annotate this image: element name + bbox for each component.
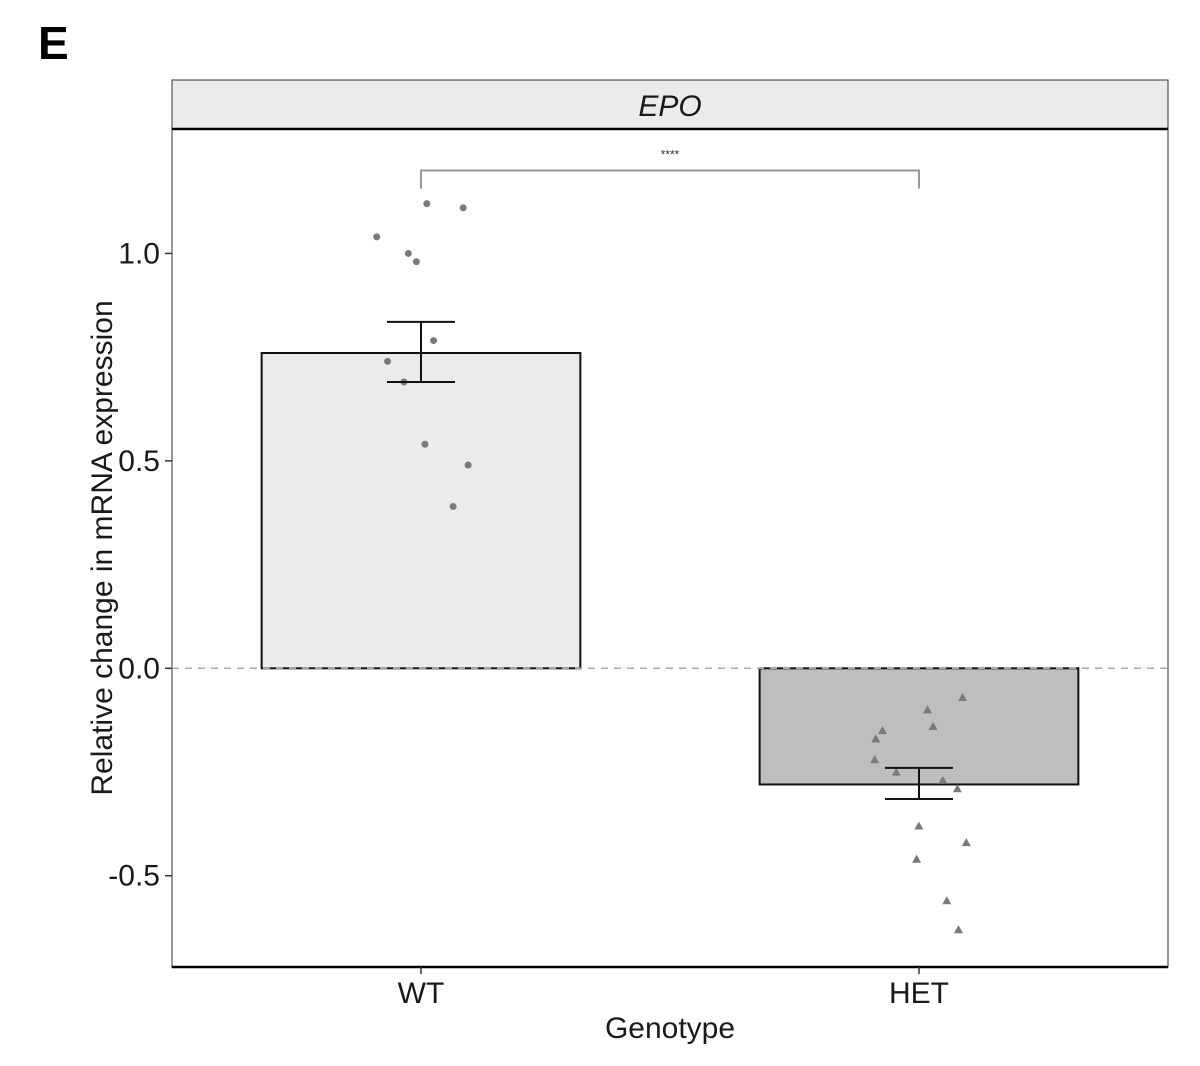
y-tick-label: 1.0 bbox=[118, 237, 160, 270]
data-point-wt bbox=[421, 440, 429, 448]
data-point-het bbox=[912, 854, 922, 863]
data-point-het bbox=[871, 734, 881, 743]
data-point-het bbox=[914, 821, 924, 830]
data-point-wt bbox=[464, 461, 472, 469]
y-tick-label: 0.0 bbox=[118, 652, 160, 685]
data-point-wt bbox=[412, 258, 420, 266]
data-point-het bbox=[877, 726, 887, 735]
data-point-wt bbox=[459, 204, 467, 212]
data-point-het bbox=[870, 755, 880, 764]
data-point-wt bbox=[430, 337, 438, 345]
x-tick-label: HET bbox=[889, 977, 949, 1010]
data-point-wt bbox=[423, 200, 431, 208]
y-axis-title: Relative change in mRNA expression bbox=[86, 300, 119, 795]
data-point-het bbox=[958, 692, 968, 701]
data-point-het bbox=[938, 775, 948, 784]
data-point-wt bbox=[384, 357, 392, 365]
data-point-wt bbox=[449, 503, 457, 511]
facet-strip-label: EPO bbox=[638, 90, 701, 123]
data-point-wt bbox=[373, 233, 381, 241]
significance-bracket bbox=[420, 169, 920, 189]
significance-label: **** bbox=[661, 147, 680, 161]
y-tick-label: -0.5 bbox=[108, 860, 160, 893]
panel-label: E bbox=[38, 17, 69, 69]
facet-strip bbox=[171, 79, 1169, 130]
data-point-het bbox=[952, 784, 962, 793]
data-point-het bbox=[891, 767, 901, 776]
y-tick-label: 0.5 bbox=[118, 445, 160, 478]
data-point-wt bbox=[404, 249, 412, 257]
x-tick-label: WT bbox=[398, 977, 445, 1010]
bar-wt bbox=[260, 352, 582, 670]
data-point-het bbox=[922, 705, 932, 714]
data-point-het bbox=[961, 838, 971, 847]
data-point-het bbox=[953, 925, 963, 934]
data-point-het bbox=[942, 896, 952, 905]
x-axis-title: Genotype bbox=[605, 1012, 735, 1045]
data-point-het bbox=[928, 721, 938, 730]
